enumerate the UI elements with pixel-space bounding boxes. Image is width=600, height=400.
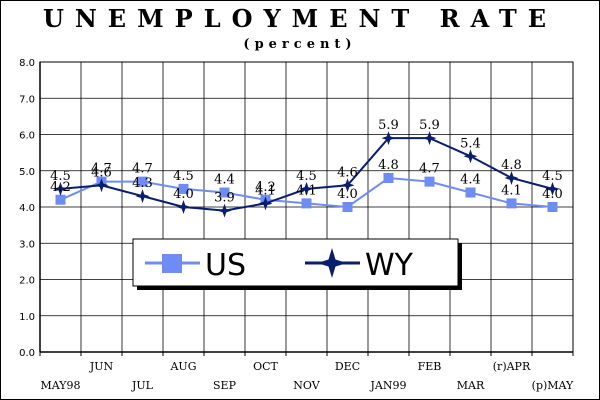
grid-lines bbox=[39, 61, 574, 356]
data-label-wy: 4.0 bbox=[173, 187, 194, 202]
point-wy bbox=[299, 181, 314, 196]
point-wy bbox=[94, 178, 109, 193]
point-us bbox=[383, 173, 394, 183]
data-label-us: 4.2 bbox=[255, 180, 276, 195]
point-wy bbox=[258, 196, 273, 211]
point-us bbox=[506, 198, 517, 209]
data-label-wy: 4.6 bbox=[91, 165, 112, 180]
point-us bbox=[55, 194, 66, 205]
x-tick-label: MAY98 bbox=[40, 379, 80, 392]
point-us bbox=[178, 183, 189, 194]
x-tick-label: JAN99 bbox=[370, 379, 407, 392]
point-wy bbox=[176, 200, 191, 214]
data-label-wy: 4.5 bbox=[296, 169, 317, 184]
data-labels: 4.24.7 4.7 4.5 4.4 4.2 4.1 4.04.8 4.74.44.1 4.04… bbox=[50, 118, 563, 206]
y-tick-label: 4.0 bbox=[19, 203, 35, 214]
legend: US WY bbox=[132, 238, 462, 290]
y-tick-label: 6.0 bbox=[19, 131, 35, 142]
legend-wy-marker bbox=[317, 248, 347, 278]
x-tick-label: JUN bbox=[89, 360, 114, 373]
y-tick-label: 2.0 bbox=[19, 276, 35, 287]
y-tick-label: 5.0 bbox=[19, 167, 35, 178]
x-tick-label: SEP bbox=[213, 379, 237, 392]
y-tick-label: 7.0 bbox=[19, 94, 35, 105]
data-label-wy: 4.1 bbox=[255, 183, 276, 198]
point-wy bbox=[135, 189, 150, 204]
x-tick-label: AUG bbox=[169, 360, 196, 373]
data-label-wy: 4.8 bbox=[501, 158, 522, 173]
point-wy bbox=[422, 131, 437, 146]
point-wy bbox=[381, 131, 396, 146]
chart-subtitle: (percent) bbox=[243, 37, 357, 52]
data-label-us: 4.7 bbox=[132, 162, 153, 177]
x-tick-label: NOV bbox=[293, 379, 320, 392]
point-wy bbox=[463, 149, 478, 164]
y-tick-label: 1.0 bbox=[19, 312, 35, 323]
point-us bbox=[424, 176, 435, 187]
legend-us-label: US bbox=[205, 248, 246, 283]
x-tick-label: OCT bbox=[253, 360, 278, 373]
data-label-wy: 5.4 bbox=[460, 136, 481, 151]
point-us bbox=[219, 187, 230, 198]
point-wy bbox=[340, 178, 355, 193]
data-label-us: 4.0 bbox=[542, 187, 563, 202]
x-tick-label: FEB bbox=[418, 360, 442, 373]
point-wy bbox=[545, 181, 560, 196]
data-label-us: 4.4 bbox=[214, 173, 235, 188]
point-us bbox=[465, 187, 476, 198]
legend-us-marker bbox=[162, 254, 182, 273]
x-tick-label: JUL bbox=[131, 379, 154, 392]
y-tick-labels: 0.0 1.0 2.0 3.0 4.0 5.0 6.0 7.0 8.0 bbox=[19, 58, 35, 359]
x-tick-label: MAR bbox=[457, 379, 485, 392]
data-label-us: 4.5 bbox=[173, 169, 194, 184]
data-label-wy: 4.5 bbox=[50, 169, 71, 184]
data-label-us: 4.7 bbox=[419, 162, 440, 177]
data-label-wy: 4.5 bbox=[542, 169, 563, 184]
chart-title: UNEMPLOYMENT RATE bbox=[42, 4, 558, 33]
x-tick-labels: MAY98 JUN JUL AUG SEP OCT NOV DEC JAN99 FEB MAR (r)… bbox=[40, 360, 574, 392]
legend-wy-label: WY bbox=[365, 248, 414, 283]
data-label-us: 4.1 bbox=[296, 183, 317, 198]
point-us bbox=[137, 176, 148, 187]
data-label-us: 4.2 bbox=[50, 180, 71, 195]
point-us bbox=[342, 202, 353, 212]
data-label-us: 4.1 bbox=[501, 183, 522, 198]
x-tick-label: (r)APR bbox=[493, 360, 531, 373]
data-label-wy: 5.9 bbox=[378, 118, 399, 133]
x-tick-label: (p)MAY bbox=[532, 379, 574, 392]
y-tick-label: 0.0 bbox=[19, 348, 35, 359]
point-wy bbox=[53, 181, 68, 196]
data-label-us: 4.0 bbox=[337, 187, 358, 202]
data-label-wy: 4.3 bbox=[132, 176, 153, 191]
series-group bbox=[53, 131, 560, 218]
point-us bbox=[547, 202, 558, 212]
data-label-us: 4.8 bbox=[378, 158, 399, 173]
point-us bbox=[301, 198, 312, 209]
point-wy bbox=[504, 171, 519, 185]
y-tick-label: 8.0 bbox=[19, 58, 35, 69]
data-label-wy: 5.9 bbox=[419, 118, 440, 133]
x-tick-label: DEC bbox=[335, 360, 360, 373]
data-label-us: 4.7 bbox=[91, 162, 112, 177]
point-wy bbox=[217, 203, 232, 218]
data-label-wy: 4.6 bbox=[337, 165, 358, 180]
data-label-wy: 3.9 bbox=[214, 191, 235, 206]
data-label-us: 4.4 bbox=[460, 173, 481, 188]
y-tick-label: 3.0 bbox=[19, 239, 35, 250]
